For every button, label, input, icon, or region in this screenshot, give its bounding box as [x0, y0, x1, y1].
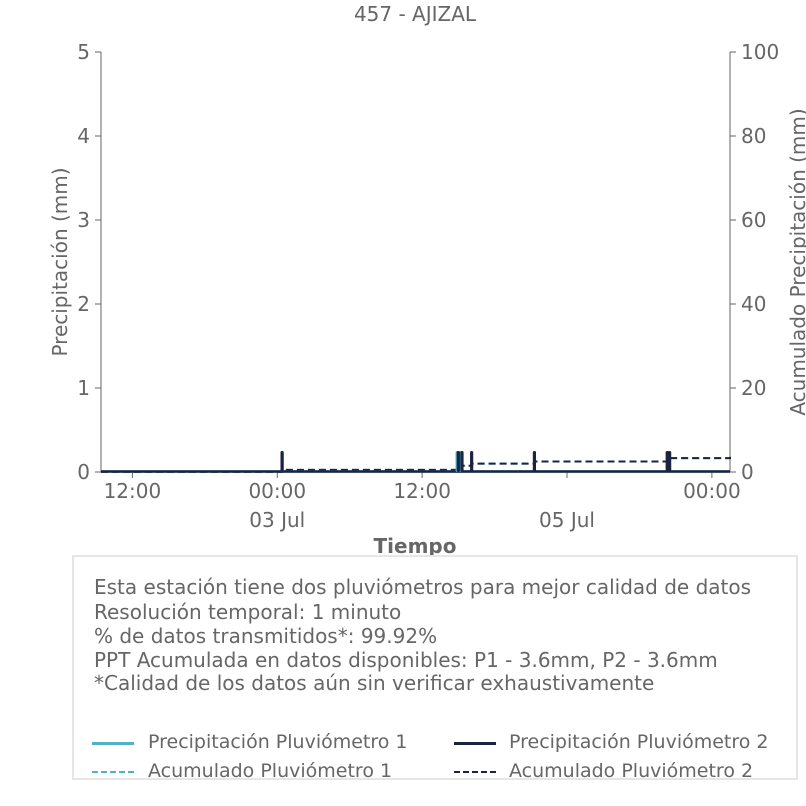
legend-label-p1-cum: Acumulado Pluviómetro 1: [148, 760, 393, 782]
right-y-tick-label: 100: [741, 40, 779, 64]
left-y-tick-label: 0: [77, 460, 90, 484]
legend-swatch-p2-precip: [454, 742, 496, 745]
cumulative-series: [101, 456, 731, 473]
info-line-resolution: Resolución temporal: 1 minuto: [94, 600, 402, 624]
left-y-tick-label: 5: [77, 40, 90, 64]
right-y-tick-label: 40: [741, 292, 766, 316]
right-y-tick-label: 0: [741, 460, 754, 484]
y-axis-label: Precipitación (mm): [48, 167, 72, 356]
series-2-bar: [460, 451, 464, 472]
x-ticks: 12:00 00:00 03 Jul 12:00 05 Jul 00:00: [104, 472, 741, 532]
left-y-tick-label: 3: [77, 208, 90, 232]
right-y-tick-label: 60: [741, 208, 766, 232]
legend-label-p2-precip: Precipitación Pluviómetro 2: [509, 731, 769, 753]
info-box: Esta estación tiene dos pluviómetros par…: [72, 555, 798, 782]
legend-swatch-p1-cum: [92, 771, 134, 773]
x-tick-label: 00:00: [683, 479, 741, 503]
chart-axes: [100, 52, 731, 473]
x-tick-label: 12:00: [104, 479, 162, 503]
left-y-tick-label: 4: [77, 124, 90, 148]
series-2-bar: [456, 451, 460, 472]
precipitation-chart: 457 - AJIZAL 0 1 2 3 4 5 0 20 40 60 80 100 12:00 00…: [48, 2, 806, 558]
series-3-cumulative-line: [101, 456, 731, 473]
left-y-tick-label: 2: [77, 292, 90, 316]
info-line-transmitted: % de datos transmitidos*: 99.92%: [94, 624, 438, 648]
legend-swatch-p1-precip: [92, 742, 134, 745]
y2-axis-label: Acumulado Precipitación (mm): [786, 108, 806, 415]
right-y-ticks: 0 20 40 60 80 100: [730, 40, 779, 484]
precipitation-bars: [101, 451, 730, 473]
x-tick-date-label: 05 Jul: [539, 508, 595, 532]
series-2-bar: [280, 451, 284, 472]
right-y-tick-label: 80: [741, 124, 766, 148]
chart-title: 457 - AJIZAL: [354, 2, 477, 26]
info-line-accumulated: PPT Acumulada en datos disponibles: P1 -…: [94, 648, 718, 672]
left-y-ticks: 0 1 2 3 4 5: [77, 40, 101, 484]
series-2-bar: [668, 451, 672, 472]
x-tick-date-label: 03 Jul: [249, 508, 305, 532]
x-axis-label: Tiempo: [374, 534, 457, 558]
series-2-bar: [532, 451, 537, 472]
series-2-bar: [470, 451, 474, 472]
info-line-quality-note: *Calidad de los datos aún sin verificar …: [94, 671, 655, 695]
series-4-cumulative-line: [101, 456, 731, 473]
x-tick-label: 00:00: [248, 479, 306, 503]
legend-label-p1-precip: Precipitación Pluviómetro 1: [148, 731, 408, 753]
series-2-bar: [665, 451, 669, 472]
info-line-two-gauges: Esta estación tiene dos pluviómetros par…: [94, 575, 752, 599]
right-y-tick-label: 20: [741, 376, 766, 400]
legend-label-p2-cum: Acumulado Pluviómetro 2: [509, 760, 754, 782]
left-y-tick-label: 1: [77, 376, 90, 400]
x-tick-label: 12:00: [393, 479, 451, 503]
legend-swatch-p2-cum: [454, 771, 496, 773]
